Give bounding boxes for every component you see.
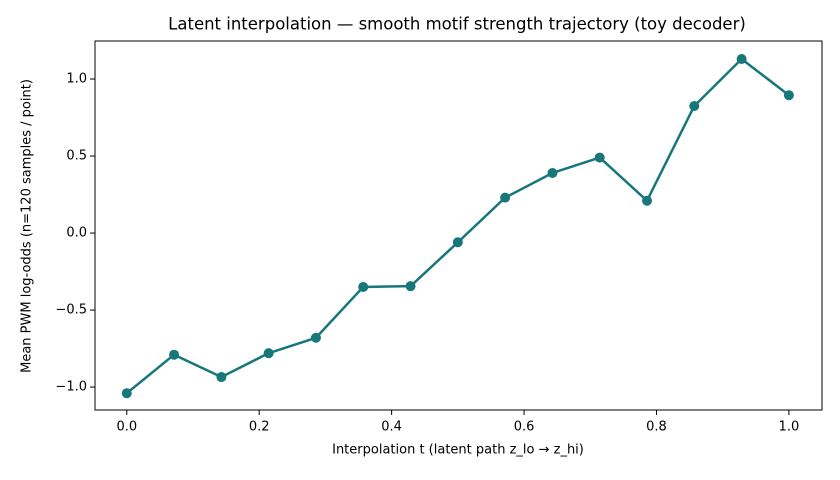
data-point	[547, 167, 558, 178]
data-point	[594, 152, 605, 163]
x-tick-label: 1.0	[779, 420, 800, 435]
y-tick-label: −1.0	[55, 380, 87, 395]
data-point	[263, 348, 274, 359]
data-point	[452, 237, 463, 248]
chart-title: Latent interpolation — smooth motif stre…	[168, 15, 746, 34]
data-point	[310, 332, 321, 343]
x-tick-label: 0.4	[381, 420, 402, 435]
y-tick-label: 0.0	[66, 226, 87, 241]
data-point	[500, 192, 511, 203]
data-point	[169, 349, 180, 360]
data-point	[358, 281, 369, 292]
data-point	[121, 388, 132, 399]
x-tick-label: 0.6	[514, 420, 535, 435]
data-point	[689, 100, 700, 111]
data-point	[736, 54, 747, 65]
data-point	[642, 195, 653, 206]
x-tick-label: 0.2	[249, 420, 270, 435]
y-tick-label: −0.5	[55, 303, 87, 318]
plot-frame	[94, 40, 823, 411]
y-tick-label: 0.5	[66, 149, 87, 164]
series-line	[125, 57, 790, 395]
x-axis-label: Interpolation t (latent path z_lo → z_hi…	[332, 443, 584, 458]
data-point	[216, 372, 227, 383]
data-point	[783, 90, 794, 101]
y-tick-label: 1.0	[66, 72, 87, 87]
x-tick-label: 0.8	[646, 420, 667, 435]
y-axis-label: Mean PWM log-odds (n=120 samples / point…	[20, 79, 35, 373]
x-tick-label: 0.0	[116, 420, 137, 435]
data-point	[405, 281, 416, 292]
